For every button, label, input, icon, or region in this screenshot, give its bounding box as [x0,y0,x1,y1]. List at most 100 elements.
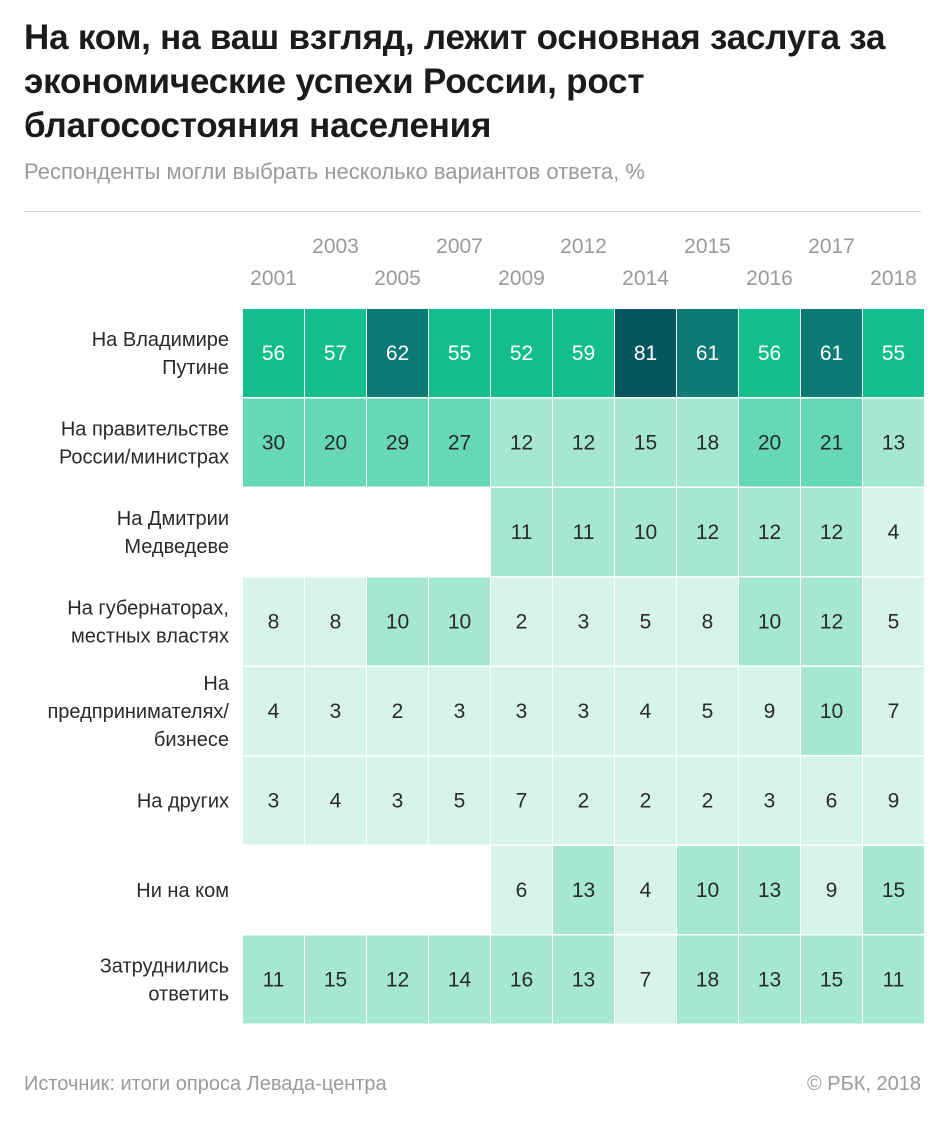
heatmap-cell [677,398,738,487]
cell-value-label: 12 [572,432,595,455]
cell-value-label: 57 [324,342,347,365]
cell-value-label: 27 [448,432,471,455]
heatmap-cell [615,309,676,397]
cell-value-label: 8 [268,611,280,634]
heatmap-cell [553,667,614,755]
heatmap-cell [615,488,676,576]
cell-value-label: 9 [888,790,900,813]
heatmap-cell [863,309,924,397]
heatmap-cell [243,309,304,397]
heatmap-cell [677,577,738,666]
cell-value-label: 59 [572,342,595,365]
heatmap-cell [801,577,862,666]
cell-value-label: 9 [764,700,776,723]
heatmap-cell [801,846,862,934]
heatmap-cell [739,935,800,1024]
cell-value-label: 13 [758,969,781,992]
cell-value-label: 12 [510,432,533,455]
heatmap-cell [491,667,552,755]
row-label-8: Затруднились ответить [100,956,229,1006]
cell-value-label: 18 [696,432,719,455]
heatmap-cell [491,398,552,487]
heatmap-cell [305,935,366,1024]
heatmap-cell [677,667,738,755]
year-label-2007: 2007 [436,235,483,258]
cell-value-label: 10 [820,700,843,723]
heatmap-cell [367,667,428,755]
cell-value-label: 61 [820,342,843,365]
cell-value-label: 55 [448,342,471,365]
heatmap-cell [615,667,676,755]
cell-value-label: 3 [330,700,342,723]
cell-value-label: 6 [516,879,528,902]
heatmap-cell [305,398,366,487]
cell-value-label: 2 [578,790,590,813]
heatmap-cell [863,756,924,845]
heatmap-cell [863,667,924,755]
heatmap-cell [553,577,614,666]
cell-value-label: 12 [758,521,781,544]
heatmap-cell [491,577,552,666]
cell-value-label: 14 [448,969,472,992]
cell-value-label: 10 [634,521,657,544]
heatmap-cell [739,846,800,934]
cell-value-label: 20 [324,432,347,455]
heatmap-cell [677,488,738,576]
cell-value-label: 15 [634,432,657,455]
row-label-2: На правительстве России/министрах [59,419,229,469]
heatmap-cell [305,756,366,845]
cell-value-label: 3 [268,790,280,813]
year-label-2017: 2017 [808,235,855,258]
heatmap-cell [553,846,614,934]
year-label-2009: 2009 [498,267,545,290]
cell-value-label: 13 [572,969,595,992]
cell-value-label: 8 [702,611,714,634]
cell-value-label: 7 [516,790,528,813]
cell-value-label: 4 [330,790,342,813]
cell-value-label: 15 [324,969,347,992]
heatmap-cell [677,309,738,397]
cell-value-label: 21 [820,432,843,455]
heatmap-cell [801,667,862,755]
cell-value-label: 3 [578,700,590,723]
cell-value-label: 10 [696,879,719,902]
heatmap-cell [243,577,304,666]
heatmap-cell [367,577,428,666]
heatmap-cell [243,398,304,487]
heatmap-cell [801,398,862,487]
heatmap-cell [305,577,366,666]
heatmap-cell [305,309,366,397]
cell-value-label: 12 [696,521,719,544]
year-label-2015: 2015 [684,235,731,258]
heatmap-cell [367,398,428,487]
source-note: Источник: итоги опроса Левада-центра [24,1073,387,1095]
cell-value-label: 12 [820,611,843,634]
copyright-note: © РБК, 2018 [806,1073,921,1095]
header-divider [24,211,921,212]
heatmap-cell [739,488,800,576]
heatmap-cell [615,756,676,845]
heatmap-cell [739,667,800,755]
heatmap-cell [615,577,676,666]
heatmap-cell [615,935,676,1024]
heatmap-cell [429,398,490,487]
cell-value-label: 13 [758,879,781,902]
year-label-2001: 2001 [250,267,297,290]
heatmap-cell [863,488,924,576]
heatmap-cell [553,309,614,397]
chart-subtitle: Респонденты могли выбрать несколько вари… [24,159,645,184]
heatmap-cell [243,935,304,1024]
heatmap-cell [305,667,366,755]
heatmap-cell [367,756,428,845]
cell-value-label: 5 [640,611,652,634]
cell-value-label: 6 [826,790,838,813]
heatmap-cell [429,309,490,397]
cell-value-label: 5 [888,611,900,634]
heatmap-cell [553,488,614,576]
cell-value-label: 20 [758,432,781,455]
cell-value-label: 10 [386,611,409,634]
heatmap-cell [553,398,614,487]
cell-value-label: 7 [888,700,900,723]
